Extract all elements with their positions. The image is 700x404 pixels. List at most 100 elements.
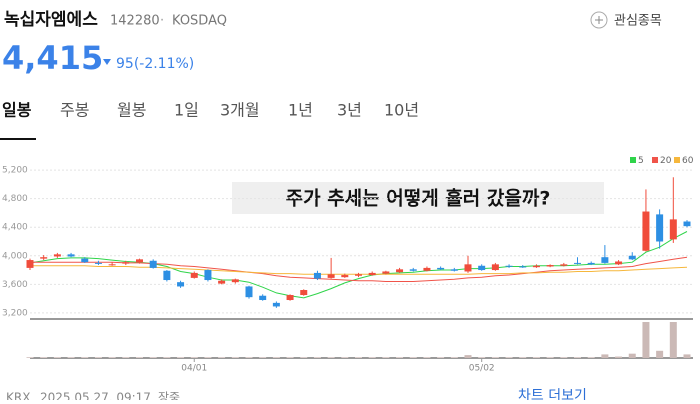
tab[interactable]: 1일: [174, 101, 199, 120]
more-link[interactable]: 차트 더보기: [518, 388, 587, 404]
volume-bar: [204, 357, 212, 358]
volume-bar: [587, 357, 595, 358]
volume-bar: [491, 357, 499, 358]
market: KOSDAQ: [172, 14, 227, 29]
candle-body: [368, 272, 376, 276]
volume-bar: [423, 357, 431, 358]
y-tick-label: 4,800: [2, 194, 28, 204]
tab[interactable]: 월봉: [117, 101, 146, 120]
candle-body: [218, 280, 226, 284]
candle-body: [53, 254, 61, 257]
volume-bar: [190, 357, 198, 358]
candle-body: [341, 275, 349, 278]
volume-bar: [81, 357, 89, 358]
volume-bar: [272, 357, 280, 358]
volume-bar: [40, 357, 48, 358]
volume-bar: [519, 357, 527, 358]
volume-bar: [478, 357, 486, 358]
y-tick-label: 5,200: [2, 166, 28, 176]
candle-body: [122, 262, 130, 264]
watch-icon: [590, 11, 608, 29]
candle-body: [286, 295, 294, 301]
candle-body: [177, 282, 185, 287]
candle-body: [450, 269, 458, 271]
candle-body: [300, 290, 308, 296]
volume-bar: [122, 357, 130, 358]
status: 장중: [158, 391, 180, 401]
candle-body: [628, 255, 636, 260]
candle-body: [478, 265, 486, 271]
candle-body: [67, 254, 75, 257]
volume-bar: [341, 357, 349, 358]
volume-bar: [368, 357, 376, 358]
volume-bar: [245, 357, 253, 358]
candle-body: [190, 272, 198, 278]
tab[interactable]: 1년: [288, 101, 313, 120]
candle-body: [532, 265, 540, 268]
candle-body: [245, 286, 253, 298]
volume-bar: [656, 350, 664, 358]
ma-line: [29, 231, 688, 299]
volume-bar: [505, 357, 513, 358]
candle-body: [40, 257, 48, 259]
volume-bar: [355, 357, 362, 358]
volume-bar: [108, 357, 116, 358]
volume-bar: [67, 357, 75, 358]
stock-name: 녹십자엠에스: [4, 10, 98, 30]
volume-bar: [615, 356, 623, 358]
volume-bar: [546, 357, 554, 358]
stock-code: 142280: [110, 14, 160, 29]
tab[interactable]: 일봉: [2, 101, 32, 120]
candle-body: [313, 272, 321, 279]
x-tick-label: 04/01: [181, 364, 207, 374]
volume-bar: [26, 357, 34, 358]
volume-bar: [464, 355, 472, 358]
tab[interactable]: 3개월: [220, 101, 260, 120]
candle-body: [423, 267, 431, 271]
candle-body: [464, 264, 472, 272]
candle-body: [601, 257, 609, 263]
candle-body: [587, 262, 595, 265]
candle-body: [574, 262, 581, 264]
y-tick-label: 3,200: [2, 308, 28, 318]
volume-bar: [560, 357, 568, 358]
candle-body: [519, 266, 527, 268]
legend-swatch: [674, 157, 680, 163]
volume-bar: [300, 357, 308, 358]
source: KRX: [6, 391, 30, 401]
candle-body: [136, 259, 143, 263]
volume-bar: [396, 357, 404, 358]
y-tick-label: 4,400: [2, 223, 28, 233]
candle-body: [355, 274, 362, 276]
volume-bar: [683, 354, 691, 358]
legend-swatch: [630, 157, 636, 163]
time: 2025.05.27. 09:17: [40, 391, 151, 401]
annotation-box: [232, 182, 604, 214]
tab[interactable]: 3년: [337, 101, 362, 120]
volume-bar: [574, 357, 581, 358]
volume-bar: [149, 357, 157, 358]
volume-bar: [259, 357, 267, 358]
volume-bar: [136, 357, 143, 358]
volume-bar: [532, 357, 540, 358]
down-arrow: [103, 59, 111, 65]
volume-bar: [669, 322, 677, 358]
volume-bar: [450, 357, 458, 358]
tab[interactable]: 주봉: [60, 101, 89, 120]
candle-body: [163, 270, 171, 281]
price-change: 95(-2.11%): [116, 56, 194, 72]
watch-button[interactable]: 관심종목: [590, 11, 662, 29]
candle-body: [669, 219, 677, 240]
price: 4,415: [2, 39, 103, 77]
ma-line: [30, 256, 688, 282]
separator: ·: [160, 14, 164, 29]
candle-body: [656, 214, 664, 242]
candle-body: [505, 265, 513, 267]
candle-body: [272, 302, 280, 307]
candle-body: [437, 267, 445, 270]
volume-bar: [177, 357, 185, 358]
candle-body: [409, 269, 417, 271]
tab[interactable]: 10년: [384, 101, 419, 120]
watch-label: 관심종목: [614, 14, 662, 29]
